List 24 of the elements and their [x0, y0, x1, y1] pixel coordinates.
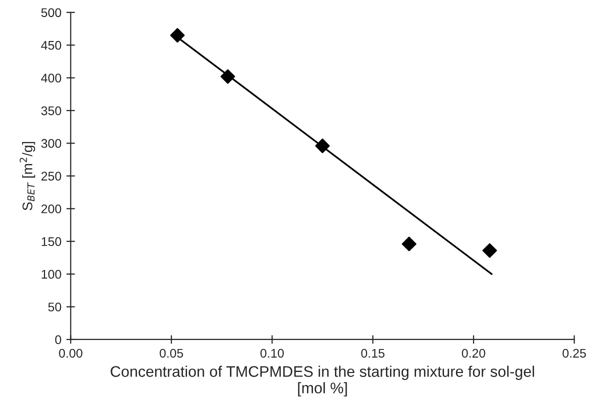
y-tick-label: 300 — [41, 139, 62, 148]
y-tick-label: 50 — [48, 302, 62, 312]
x-tick-label: 0.15 — [361, 348, 384, 358]
x-tick-label: 0.20 — [462, 348, 486, 358]
y-tick-label: 200 — [41, 204, 62, 214]
point — [315, 138, 330, 154]
y-tick-label: 500 — [41, 8, 62, 18]
y-tick-label: 150 — [42, 237, 62, 246]
x-tick-label: 0.05 — [160, 348, 184, 358]
x-tick-label: 0.25 — [562, 348, 586, 358]
y-tick-label: 250 — [41, 172, 62, 181]
point — [170, 28, 185, 43]
y-tick-label: 350 — [41, 106, 62, 116]
x-axis-title: Concentration of TMCPMDES in the starting mixture for sol-gel [mol %] — [110, 366, 534, 396]
x-tick-label: 0.10 — [260, 348, 284, 358]
y-tick-label: 100 — [42, 270, 62, 279]
point — [220, 69, 236, 84]
point — [482, 243, 497, 258]
y-axis-title: S$_{BET}$ [m$^{2}$/g] — [20, 142, 36, 210]
point — [402, 236, 416, 252]
y-tick-label: 400 — [41, 74, 62, 82]
y-tick-label: 0 — [55, 335, 62, 344]
y-tick-label: 450 — [41, 40, 62, 50]
x-tick-label: 0.00 — [59, 348, 82, 358]
